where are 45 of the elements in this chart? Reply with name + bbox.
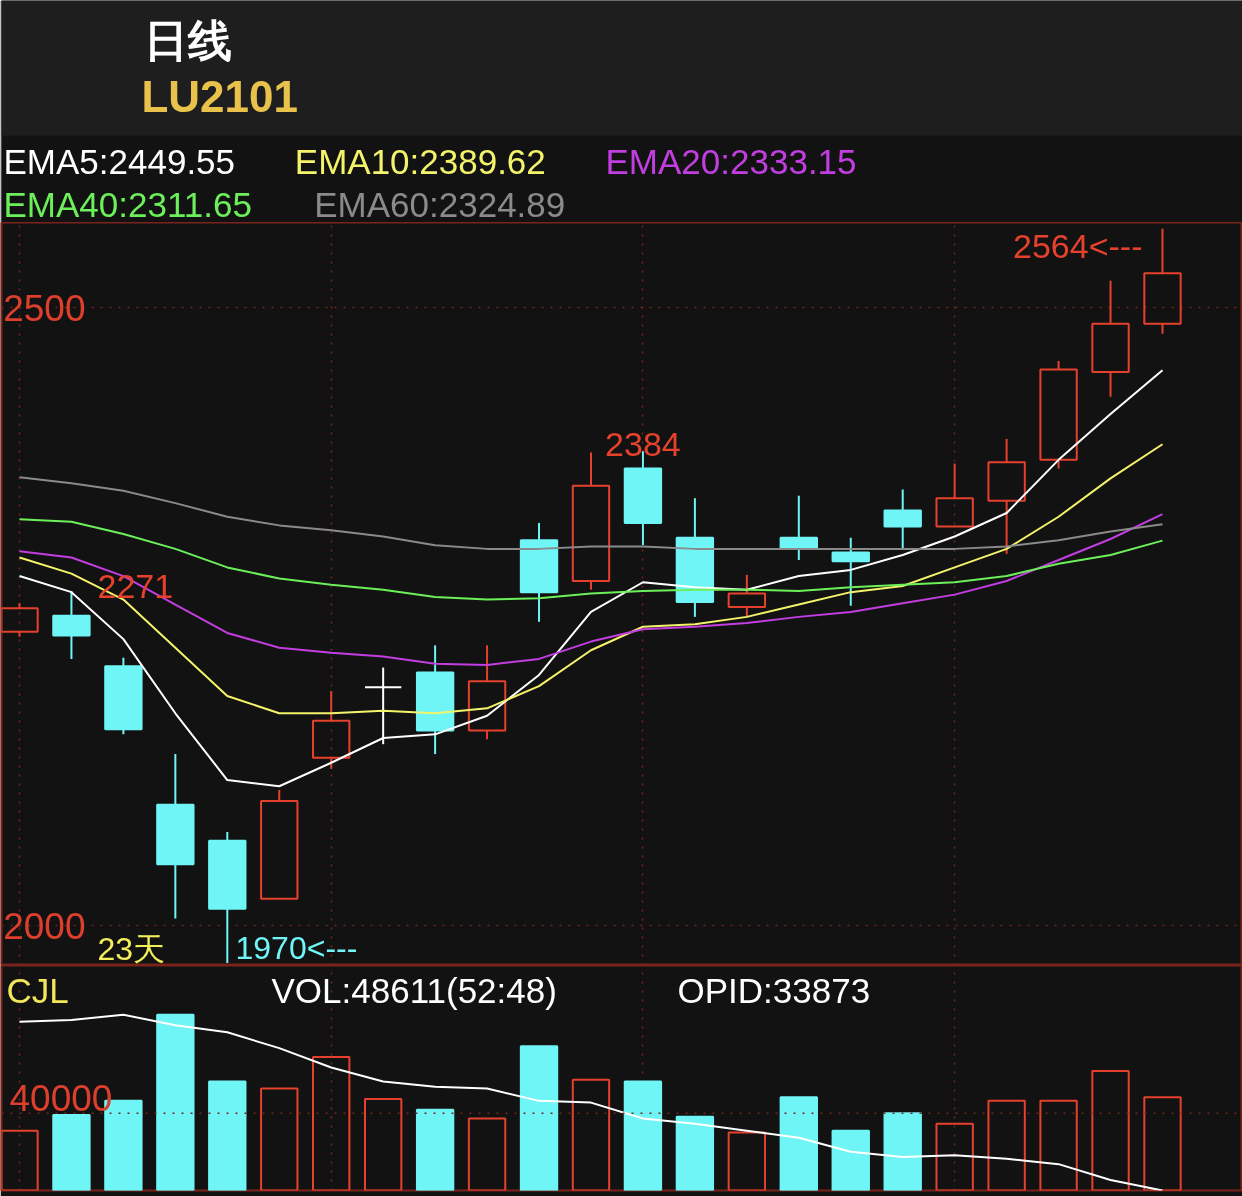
line-series [18, 513, 1164, 667]
text: EMA5:2449.55 [3, 142, 236, 181]
bar [52, 1113, 91, 1191]
annotation: 2384 [605, 425, 681, 464]
bar [883, 1112, 922, 1191]
y-tick-label: 2000 [3, 905, 86, 947]
line-series [18, 476, 1164, 550]
line-series [18, 518, 1164, 601]
text: EMA10:2389.62 [294, 142, 546, 181]
candlestick [987, 437, 1026, 555]
y-tick-label: 2500 [3, 287, 86, 329]
bar [1091, 1069, 1130, 1191]
candlestick [363, 666, 403, 746]
annotation: 23天 [97, 930, 166, 967]
text: EMA40:2311.65 [3, 185, 252, 224]
bar [312, 1055, 351, 1191]
text: EMA20:2333.15 [605, 142, 857, 181]
candlestick [883, 488, 922, 550]
bar [156, 1013, 195, 1191]
candlestick [519, 521, 559, 623]
text: VOL:48611(52:48) [271, 971, 557, 1010]
annotation: 1970<--- [235, 929, 358, 966]
bar [675, 1115, 715, 1191]
bar [415, 1108, 455, 1191]
candlestick [675, 497, 715, 618]
chart-title: 日线 [144, 16, 233, 65]
text: EMA60:2324.89 [314, 185, 566, 224]
candlestick [156, 753, 195, 920]
candlestick [1143, 227, 1182, 335]
bar [623, 1080, 663, 1191]
text: OPID:33873 [677, 971, 871, 1010]
candlestick [415, 644, 455, 756]
bar [831, 1129, 870, 1191]
bar [779, 1096, 818, 1191]
line-series [18, 369, 1164, 788]
bar [363, 1098, 403, 1191]
candlestick [1039, 359, 1078, 470]
candlestick [1091, 279, 1130, 398]
chart-subtitle: LU2101 [141, 72, 298, 121]
bar [208, 1080, 247, 1191]
bar [571, 1078, 611, 1191]
chart-title: CJL [6, 971, 69, 1010]
bar [519, 1045, 559, 1191]
annotation: 2564<--- [1013, 226, 1143, 265]
annotation: 40000 [9, 1078, 113, 1120]
